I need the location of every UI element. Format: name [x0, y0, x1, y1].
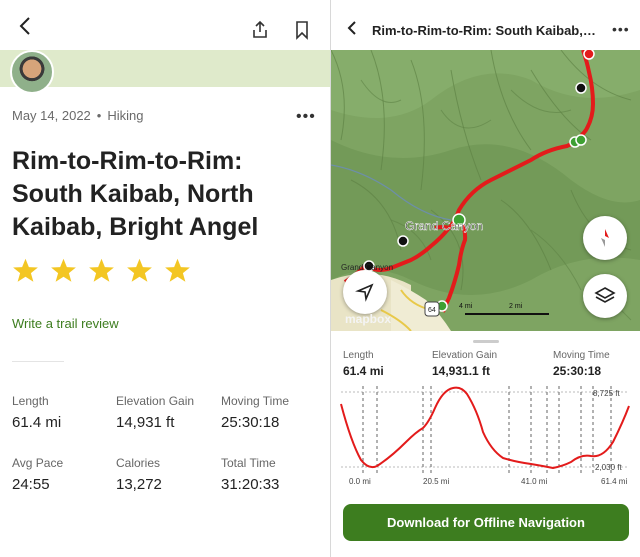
stat-value: 24:55	[12, 476, 50, 493]
waypoint-marker[interactable]	[575, 134, 587, 146]
map-stat-moving-time: Moving Time 25:30:18	[553, 350, 610, 378]
scale-label-4mi: 4 mi	[459, 303, 473, 310]
stat-value: 14,931.1 ft	[432, 364, 491, 378]
stat-value: 61.4 mi	[343, 364, 384, 378]
elevation-min-label: 2,030 ft	[595, 463, 622, 472]
stat-label: Moving Time	[221, 394, 290, 408]
waypoint-marker[interactable]	[452, 213, 466, 227]
share-icon[interactable]	[250, 20, 270, 40]
write-review-link[interactable]: Write a trail review	[12, 316, 119, 331]
locate-me-button[interactable]	[343, 270, 387, 314]
stat-total-time: Total Time 31:20:33	[221, 456, 279, 493]
stat-elevation-gain: Elevation Gain 14,931 ft	[116, 394, 194, 431]
map-title: Rim-to-Rim-to-Rim: South Kaibab, N...	[372, 23, 597, 38]
stat-calories: Calories 13,272	[116, 456, 162, 493]
x-tick-label: 20.5 mi	[423, 477, 449, 486]
place-label-grand-canyon-small: Grand Canyon	[341, 263, 393, 272]
navigation-arrow-icon	[355, 283, 374, 302]
star-icon[interactable]	[88, 257, 115, 284]
stat-label: Length	[12, 394, 49, 408]
stat-moving-time: Moving Time 25:30:18	[221, 394, 289, 431]
x-tick-label: 41.0 mi	[521, 477, 547, 486]
star-icon[interactable]	[12, 257, 39, 284]
mapbox-attribution: mapbox	[345, 312, 392, 326]
stat-value: 13,272	[116, 476, 162, 493]
stat-label: Avg Pace	[12, 456, 64, 470]
activity-header	[0, 0, 330, 50]
compass-icon	[601, 229, 609, 247]
stat-label: Moving Time	[553, 350, 610, 361]
divider	[12, 361, 64, 362]
activity-detail-panel: May 14, 2022 • Hiking ••• Rim-to-Rim-to-Ri…	[0, 0, 330, 493]
stat-value: 14,931 ft	[116, 414, 175, 431]
waypoint-marker[interactable]	[575, 82, 587, 94]
download-offline-button[interactable]: Download for Offline Navigation	[343, 504, 629, 541]
user-avatar[interactable]	[10, 50, 54, 94]
x-tick-label: 0.0 mi	[349, 477, 371, 486]
stat-value: 25:30:18	[221, 414, 280, 431]
activity-date: May 14, 2022	[12, 108, 91, 123]
more-options-button[interactable]: •••	[612, 21, 630, 37]
stat-label: Elevation Gain	[116, 394, 195, 408]
stat-avg-pace: Avg Pace 24:55	[12, 456, 63, 493]
star-icon[interactable]	[164, 257, 191, 284]
activity-meta: May 14, 2022 • Hiking	[12, 108, 143, 123]
bookmark-icon[interactable]	[292, 20, 312, 40]
stat-value: 61.4 mi	[12, 414, 62, 431]
sheet-handle[interactable]	[473, 340, 499, 343]
stat-value: 25:30:18	[553, 364, 602, 378]
stat-label: Calories	[116, 456, 161, 470]
x-tick-label: 61.4 mi	[601, 477, 627, 486]
trail-map[interactable]: Grand Canyon Grand Canyon 64 4 mi 2 mi m…	[331, 50, 640, 331]
stat-label: Elevation Gain	[432, 350, 498, 361]
map-layers-button[interactable]	[583, 274, 627, 318]
compass-button[interactable]	[583, 216, 627, 260]
map-stat-elevation-gain: Elevation Gain 14,931.1 ft	[432, 350, 497, 378]
star-icon[interactable]	[126, 257, 153, 284]
map-stat-length: Length 61.4 mi	[343, 350, 384, 378]
activity-type: Hiking	[107, 108, 144, 123]
waypoint-marker[interactable]	[583, 50, 595, 60]
place-label-grand-canyon: Grand Canyon	[405, 219, 483, 233]
layers-icon	[594, 287, 616, 303]
stat-label: Length	[343, 350, 374, 361]
stat-label: Total Time	[221, 456, 276, 470]
scale-label-2mi: 2 mi	[509, 303, 523, 310]
back-arrow-icon[interactable]	[345, 20, 361, 36]
back-arrow-icon[interactable]	[14, 14, 38, 38]
stat-value: 31:20:33	[221, 476, 280, 493]
elevation-max-label: 8,725 ft	[593, 389, 620, 398]
stat-length: Length 61.4 mi	[12, 394, 61, 431]
activity-banner	[0, 50, 330, 87]
map-header: Rim-to-Rim-to-Rim: South Kaibab, N... ••…	[331, 0, 640, 50]
star-rating[interactable]	[12, 257, 191, 284]
map-panel: Rim-to-Rim-to-Rim: South Kaibab, N... ••…	[331, 0, 640, 557]
pane-divider	[330, 0, 331, 557]
star-icon[interactable]	[50, 257, 77, 284]
waypoint-marker[interactable]	[397, 235, 409, 247]
activity-title: Rim-to-Rim-to-Rim: South Kaibab, North K…	[12, 147, 259, 241]
meta-separator: •	[96, 108, 102, 123]
more-options-button[interactable]: •••	[296, 108, 316, 125]
elevation-profile-chart[interactable]: 8,725 ft 2,030 ft 0.0 mi 20.5 mi 41.0 mi…	[331, 382, 640, 492]
highway-shield: 64	[428, 307, 436, 314]
